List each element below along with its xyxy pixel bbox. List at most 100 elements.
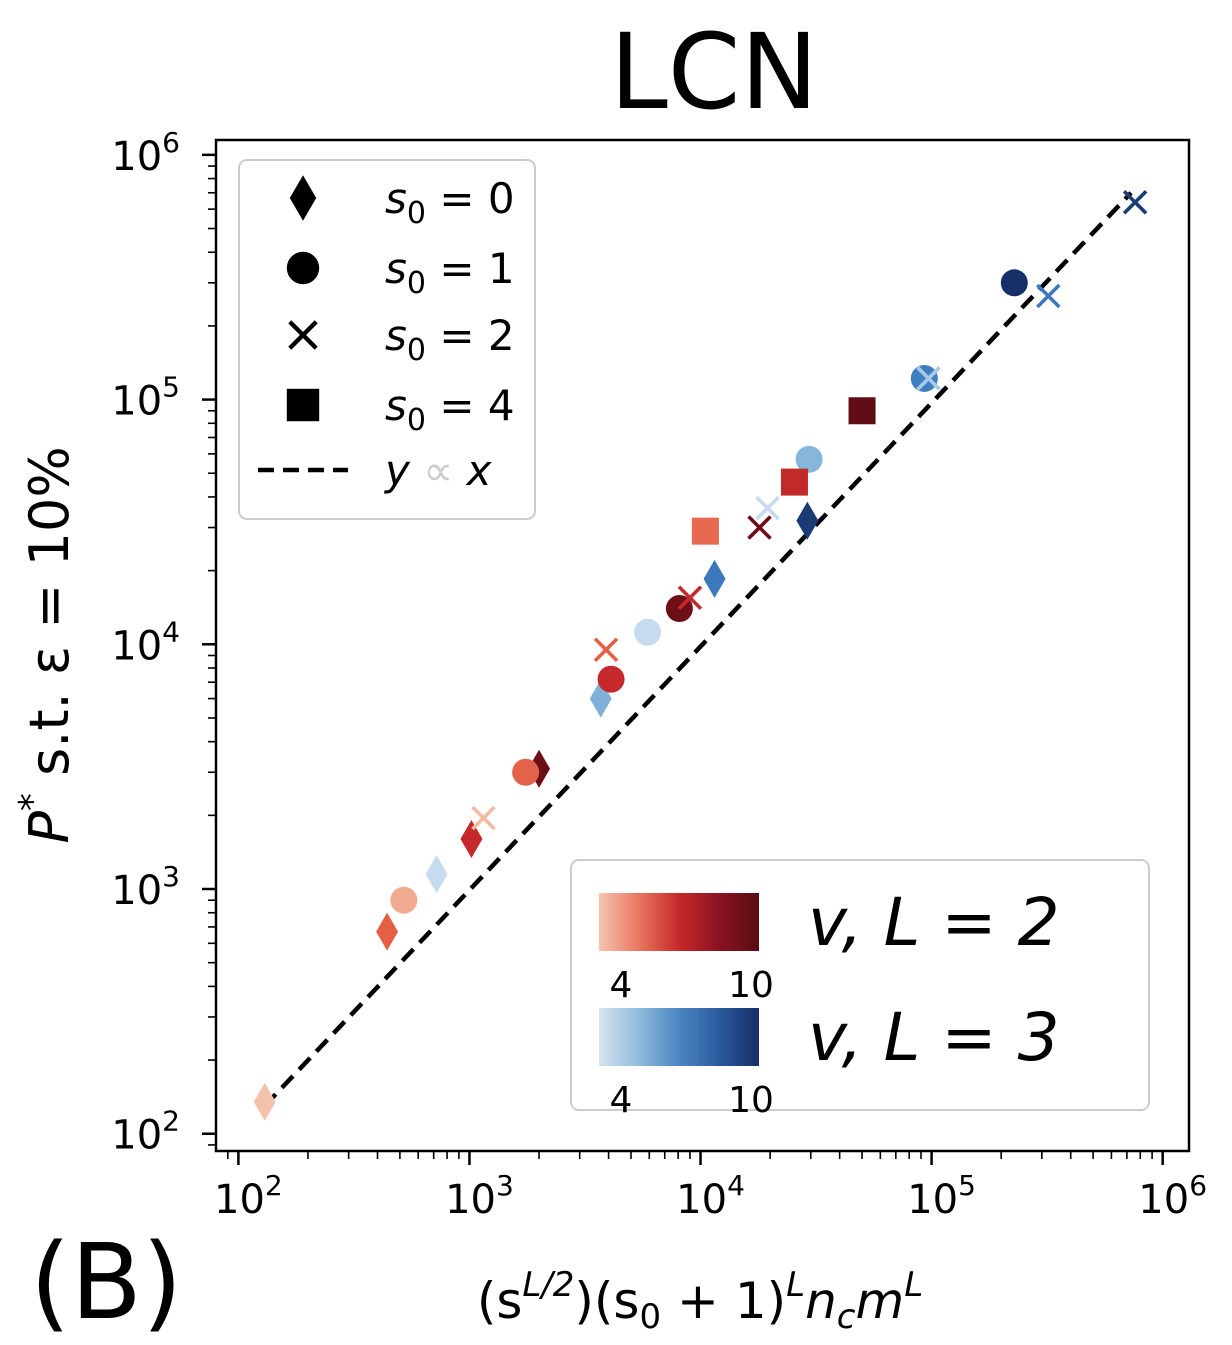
x-marker-stroke	[1036, 283, 1061, 309]
x-tick-label: 104	[676, 1169, 745, 1223]
colorbar-label: v, L = 3	[808, 999, 1060, 1076]
legend-label-sub: 0	[407, 196, 426, 231]
x-tick-label: 102	[214, 1169, 283, 1223]
colorbar-label: v, L = 2	[808, 884, 1060, 961]
y-label-sup: *	[12, 793, 53, 811]
colorbar-min-label: 4	[610, 1080, 633, 1121]
legend-label-square: s0 = 4	[385, 381, 515, 438]
legend-label-var: s	[385, 174, 407, 223]
x-label-sub: 0	[640, 1297, 662, 1337]
y-label-symbol: P	[18, 811, 81, 844]
tick-label-exponent: 5	[162, 371, 180, 404]
data-point-x	[755, 495, 780, 521]
y-tick-label: 103	[111, 860, 180, 914]
x-tick-label: 103	[445, 1169, 514, 1223]
data-point-diamond	[460, 820, 483, 859]
tick-label-exponent: 2	[162, 1105, 180, 1138]
data-point-x	[677, 585, 703, 610]
data-point-diamond	[425, 855, 448, 894]
tick-label-exponent: 4	[727, 1169, 745, 1202]
tick-label-base: 10	[907, 1177, 958, 1223]
legend-label-eq: = 0	[426, 174, 515, 223]
x-label-part: (s	[477, 1272, 523, 1330]
data-point-circle	[634, 618, 662, 646]
tick-label-base: 10	[676, 1177, 727, 1223]
legend-label-prop: ∝	[410, 446, 467, 495]
tick-label-exponent: 2	[265, 1169, 283, 1202]
y-tick-label: 105	[111, 371, 180, 425]
data-point-x	[1122, 190, 1148, 215]
legend-label-diamond: s0 = 0	[385, 174, 515, 231]
x-marker-stroke	[471, 805, 496, 831]
data-point-square	[691, 517, 719, 545]
legend-label-sub: 0	[407, 266, 426, 301]
legend-label-var: s	[385, 244, 407, 293]
panel-label: (B)	[30, 1221, 183, 1343]
data-point-x	[593, 637, 619, 663]
tick-label-exponent: 3	[496, 1169, 514, 1202]
x-tick-label: 105	[907, 1169, 976, 1223]
x-marker-stroke	[677, 585, 703, 610]
legend-label-var: s	[385, 311, 407, 360]
data-point-diamond	[253, 1082, 276, 1121]
x-axis-label: (sL/2)(s0 + 1)LncmL	[477, 1265, 923, 1337]
legend-label-var: s	[385, 381, 407, 430]
data-point-circle	[910, 364, 938, 392]
x-label-sup: L/2	[522, 1265, 574, 1305]
y-label-rest: s.t. ε = 10%	[18, 446, 81, 793]
x-label-part: + 1)	[661, 1272, 786, 1330]
y-tick-label: 104	[111, 615, 180, 669]
x-label-sub: c	[837, 1297, 856, 1337]
x-axis: 102 103 104 105 106	[214, 1151, 1207, 1223]
data-point-x	[1036, 283, 1061, 309]
x-marker-stroke	[1122, 190, 1148, 215]
data-point-square	[780, 468, 808, 496]
legend-marker-circle	[286, 251, 320, 285]
x-tick-label: 106	[1138, 1169, 1207, 1223]
legend-label-eq: = 2	[426, 311, 515, 360]
data-point-circle	[597, 665, 625, 693]
tick-label-base: 10	[111, 623, 162, 669]
data-point-diamond	[703, 559, 726, 598]
x-marker-stroke	[755, 495, 780, 521]
data-point-diamond	[376, 912, 399, 951]
colorbar-legend: 4 10 v, L = 2 4 10 v, L = 3	[570, 859, 1150, 1121]
legend-label-x: s0 = 2	[385, 311, 515, 368]
chart-title: LCN	[610, 11, 818, 133]
x-label-sup: L	[904, 1265, 923, 1305]
x-marker-stroke	[593, 637, 619, 663]
data-point-diamond	[796, 501, 819, 540]
tick-label-base: 10	[111, 379, 162, 425]
data-point-x	[916, 366, 941, 391]
data-point-square	[848, 397, 876, 425]
tick-label-base: 10	[111, 868, 162, 914]
data-point-circle	[795, 445, 823, 473]
legend-label-proportional: y ∝ x	[383, 446, 493, 495]
tick-label-base: 10	[214, 1177, 265, 1223]
x-label-part: )(s	[574, 1272, 639, 1330]
marker-legend: s0 = 0s0 = 1s0 = 2s0 = 4y ∝ x	[238, 159, 536, 520]
marker-legend-box	[238, 159, 536, 520]
colorbar-max-label: 10	[728, 965, 774, 1006]
x-label-part: m	[856, 1272, 905, 1330]
legend-label-x: x	[465, 446, 493, 495]
legend-label-eq: = 1	[426, 244, 515, 293]
tick-label-exponent: 6	[162, 126, 180, 159]
colorbar-max-label: 10	[728, 1080, 774, 1121]
data-point-circle	[1000, 269, 1028, 297]
x-marker-stroke	[288, 320, 318, 350]
legend-marker-diamond	[289, 175, 317, 221]
colorbar-L3	[599, 1008, 759, 1066]
y-tick-label: 102	[111, 1105, 180, 1159]
tick-label-exponent: 5	[958, 1169, 976, 1202]
x-marker-stroke	[916, 366, 941, 391]
x-marker-stroke	[747, 515, 772, 540]
tick-label-base: 10	[111, 1113, 162, 1159]
legend-label-sub: 0	[407, 403, 426, 438]
tick-label-base: 10	[111, 134, 162, 180]
legend-label-circle: s0 = 1	[385, 244, 515, 301]
legend-marker-square	[286, 388, 320, 422]
data-point-x	[747, 515, 772, 540]
